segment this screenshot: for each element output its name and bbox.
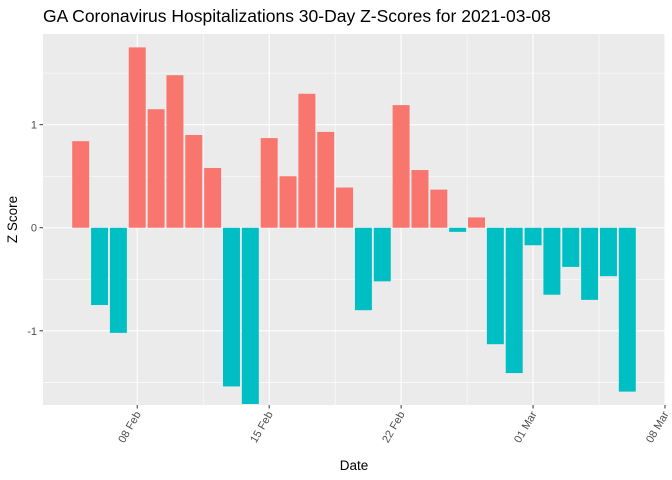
bar — [223, 227, 240, 387]
bar — [354, 227, 372, 311]
bar — [430, 189, 448, 228]
bar — [581, 227, 599, 300]
bar — [543, 227, 561, 295]
x-tick-label: 08 Feb — [116, 410, 144, 446]
y-tick-label: -1 — [27, 326, 37, 338]
bar — [128, 47, 146, 228]
x-tick-label: 08 Mar — [644, 409, 672, 445]
bar — [336, 187, 354, 228]
bars — [72, 47, 636, 404]
bar — [411, 170, 429, 228]
bar — [204, 167, 222, 228]
x-tick-label: 15 Feb — [248, 410, 276, 446]
y-tick-label: 1 — [31, 120, 37, 132]
y-axis-title: Z Score — [5, 196, 20, 243]
bar — [147, 109, 165, 228]
bar — [449, 227, 467, 232]
bar — [241, 227, 259, 404]
bar — [317, 131, 335, 228]
x-tick-label: 01 Mar — [512, 409, 540, 445]
bar — [72, 141, 90, 228]
bar — [260, 138, 278, 228]
bar — [185, 134, 203, 228]
x-axis: 08 Feb 15 Feb 22 Feb 01 Mar 08 Mar — [116, 405, 672, 446]
plot-panel — [43, 34, 665, 405]
y-tick-label: 0 — [31, 223, 37, 235]
chart-title: GA Coronavirus Hospitalizations 30-Day Z… — [43, 6, 551, 26]
bar — [166, 75, 184, 228]
bar — [468, 217, 485, 228]
bar — [562, 227, 580, 267]
bar — [599, 227, 617, 277]
y-axis: -1 0 1 — [27, 120, 43, 338]
x-axis-title: Date — [340, 458, 369, 473]
bar — [524, 227, 542, 246]
bar — [486, 227, 504, 345]
bar — [392, 105, 410, 228]
bar — [91, 227, 109, 306]
bar — [279, 176, 297, 228]
bar — [373, 227, 391, 282]
bar — [618, 227, 636, 392]
bar — [298, 93, 316, 228]
grid-minor — [43, 34, 665, 405]
bar — [109, 227, 127, 333]
x-tick-label: 22 Feb — [380, 410, 408, 446]
bar — [505, 227, 523, 374]
